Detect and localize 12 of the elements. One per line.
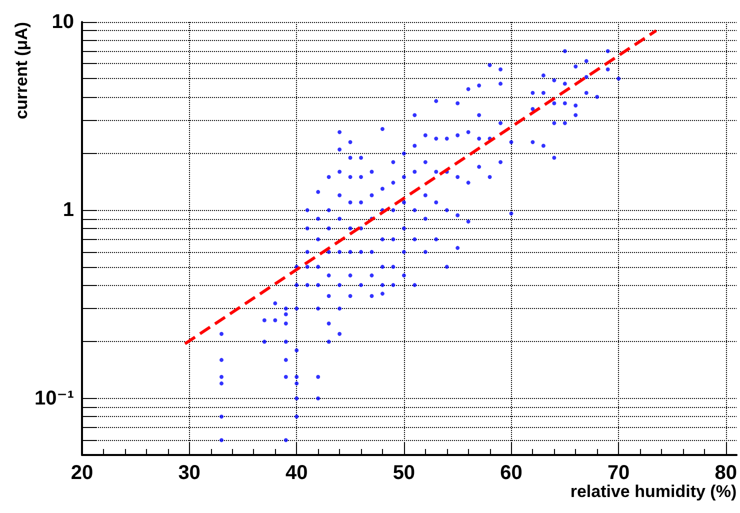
x-tick-label: 70 [607, 462, 630, 484]
x-tick-label: 50 [392, 462, 416, 484]
x-tick-label: 30 [178, 462, 200, 484]
y-tick-label: 1 [62, 199, 74, 222]
y-tick-label: 10 [52, 11, 74, 33]
x-tick-label: 60 [500, 462, 522, 484]
y-tick-label: 10⁻¹ [34, 387, 74, 410]
x-tick-label: 20 [70, 462, 94, 484]
x-axis-title: relative humidity (%) [570, 482, 737, 501]
x-tick-label: 40 [286, 462, 308, 484]
x-tick-label: 80 [714, 462, 737, 484]
y-axis-title: current (μA) [12, 22, 31, 120]
